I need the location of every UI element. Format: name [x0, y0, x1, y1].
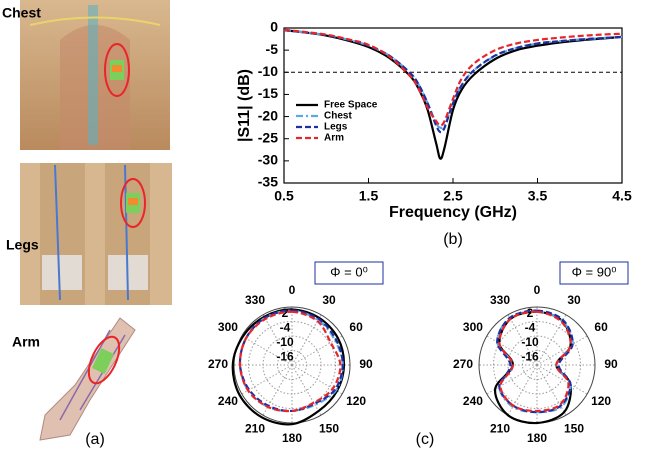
r-tick-label: -4	[525, 321, 536, 335]
x-tick-label: 2.5	[443, 188, 463, 204]
series-line	[283, 28, 623, 127]
x-axis-label: Frequency (GHz)	[389, 204, 517, 221]
pattern-curve	[496, 309, 574, 414]
x-tick-label: 3.5	[528, 188, 548, 204]
angle-label: 120	[346, 394, 366, 408]
spoke	[262, 314, 293, 366]
angle-label: 0	[289, 283, 296, 297]
angle-label: 90	[604, 357, 618, 371]
angle-label: 30	[567, 293, 581, 307]
pattern-curve	[231, 308, 346, 426]
angle-label: 300	[218, 320, 238, 334]
r-tick-label: -16	[276, 350, 294, 364]
y-tick-label: -20	[258, 107, 278, 123]
angle-label: 150	[319, 421, 339, 435]
x-tick-label: 4.5	[612, 188, 632, 204]
angle-label: 30	[322, 293, 336, 307]
angle-label: 150	[564, 421, 584, 435]
spoke	[507, 364, 538, 416]
angle-label: 180	[282, 431, 302, 445]
x-tick-label: 0.5	[274, 188, 294, 204]
angle-label: 180	[527, 431, 547, 445]
spoke	[291, 364, 322, 416]
spoke	[507, 314, 538, 366]
angle-label: 270	[453, 357, 473, 371]
angle-label: 330	[490, 293, 510, 307]
spoke	[536, 314, 567, 366]
spoke	[291, 314, 322, 366]
y-tick-label: -30	[258, 152, 278, 168]
y-tick-label: -15	[258, 85, 278, 101]
angle-label: 300	[463, 320, 483, 334]
angle-label: 240	[218, 394, 238, 408]
chest-image	[20, 0, 170, 150]
pattern-curve	[238, 310, 342, 413]
image-label: Chest	[2, 5, 41, 21]
r-tick-label: 2	[527, 306, 534, 320]
y-axis-label: |S11| (dB)	[236, 69, 253, 142]
image-label: Legs	[6, 237, 39, 253]
panel-caption: (b)	[443, 231, 463, 248]
r-tick-label: -16	[521, 350, 539, 364]
angle-label: 210	[490, 421, 510, 435]
spoke	[486, 335, 538, 366]
angle-label: 60	[594, 320, 608, 334]
r-tick-label: -4	[280, 321, 291, 335]
y-tick-label: -35	[258, 174, 278, 190]
y-tick-label: -5	[266, 41, 279, 57]
spoke	[486, 364, 538, 395]
r-tick-label: -10	[276, 335, 294, 349]
spoke	[291, 364, 343, 395]
panel-caption: (a)	[85, 431, 105, 448]
spoke	[536, 335, 588, 366]
legend-label: Free Space	[324, 100, 378, 111]
angle-label: 210	[245, 421, 265, 435]
legend-label: Legs	[324, 122, 348, 133]
chart-title: Φ = 0⁰	[330, 264, 368, 279]
r-tick-label: 2	[282, 306, 289, 320]
ring	[233, 306, 351, 424]
arm-image	[39, 317, 136, 441]
legend-label: Arm	[324, 133, 344, 144]
angle-label: 60	[349, 320, 363, 334]
title-box	[314, 261, 384, 285]
spoke	[291, 335, 343, 366]
angle-label: 120	[591, 394, 611, 408]
r-tick-label: -10	[521, 335, 539, 349]
legs-image	[20, 163, 172, 305]
y-tick-label: -10	[258, 63, 278, 79]
spoke	[536, 364, 567, 416]
spoke	[241, 335, 293, 366]
angle-label: 330	[245, 293, 265, 307]
image-label: Arm	[12, 334, 40, 350]
angle-label: 270	[208, 357, 228, 371]
spoke	[262, 364, 293, 416]
y-tick-label: 0	[270, 19, 278, 35]
spoke	[536, 364, 588, 395]
legend-label: Chest	[324, 111, 352, 122]
angle-label: 240	[463, 394, 483, 408]
angle-label: 90	[359, 357, 373, 371]
angle-label: 0	[534, 283, 541, 297]
spoke	[241, 364, 293, 395]
y-tick-label: -25	[258, 129, 278, 145]
chart-title: Φ = 90⁰	[572, 264, 617, 279]
x-tick-label: 1.5	[359, 188, 379, 204]
pattern-curve	[498, 310, 572, 413]
title-box	[559, 261, 629, 285]
panel-caption: (c)	[416, 431, 435, 448]
